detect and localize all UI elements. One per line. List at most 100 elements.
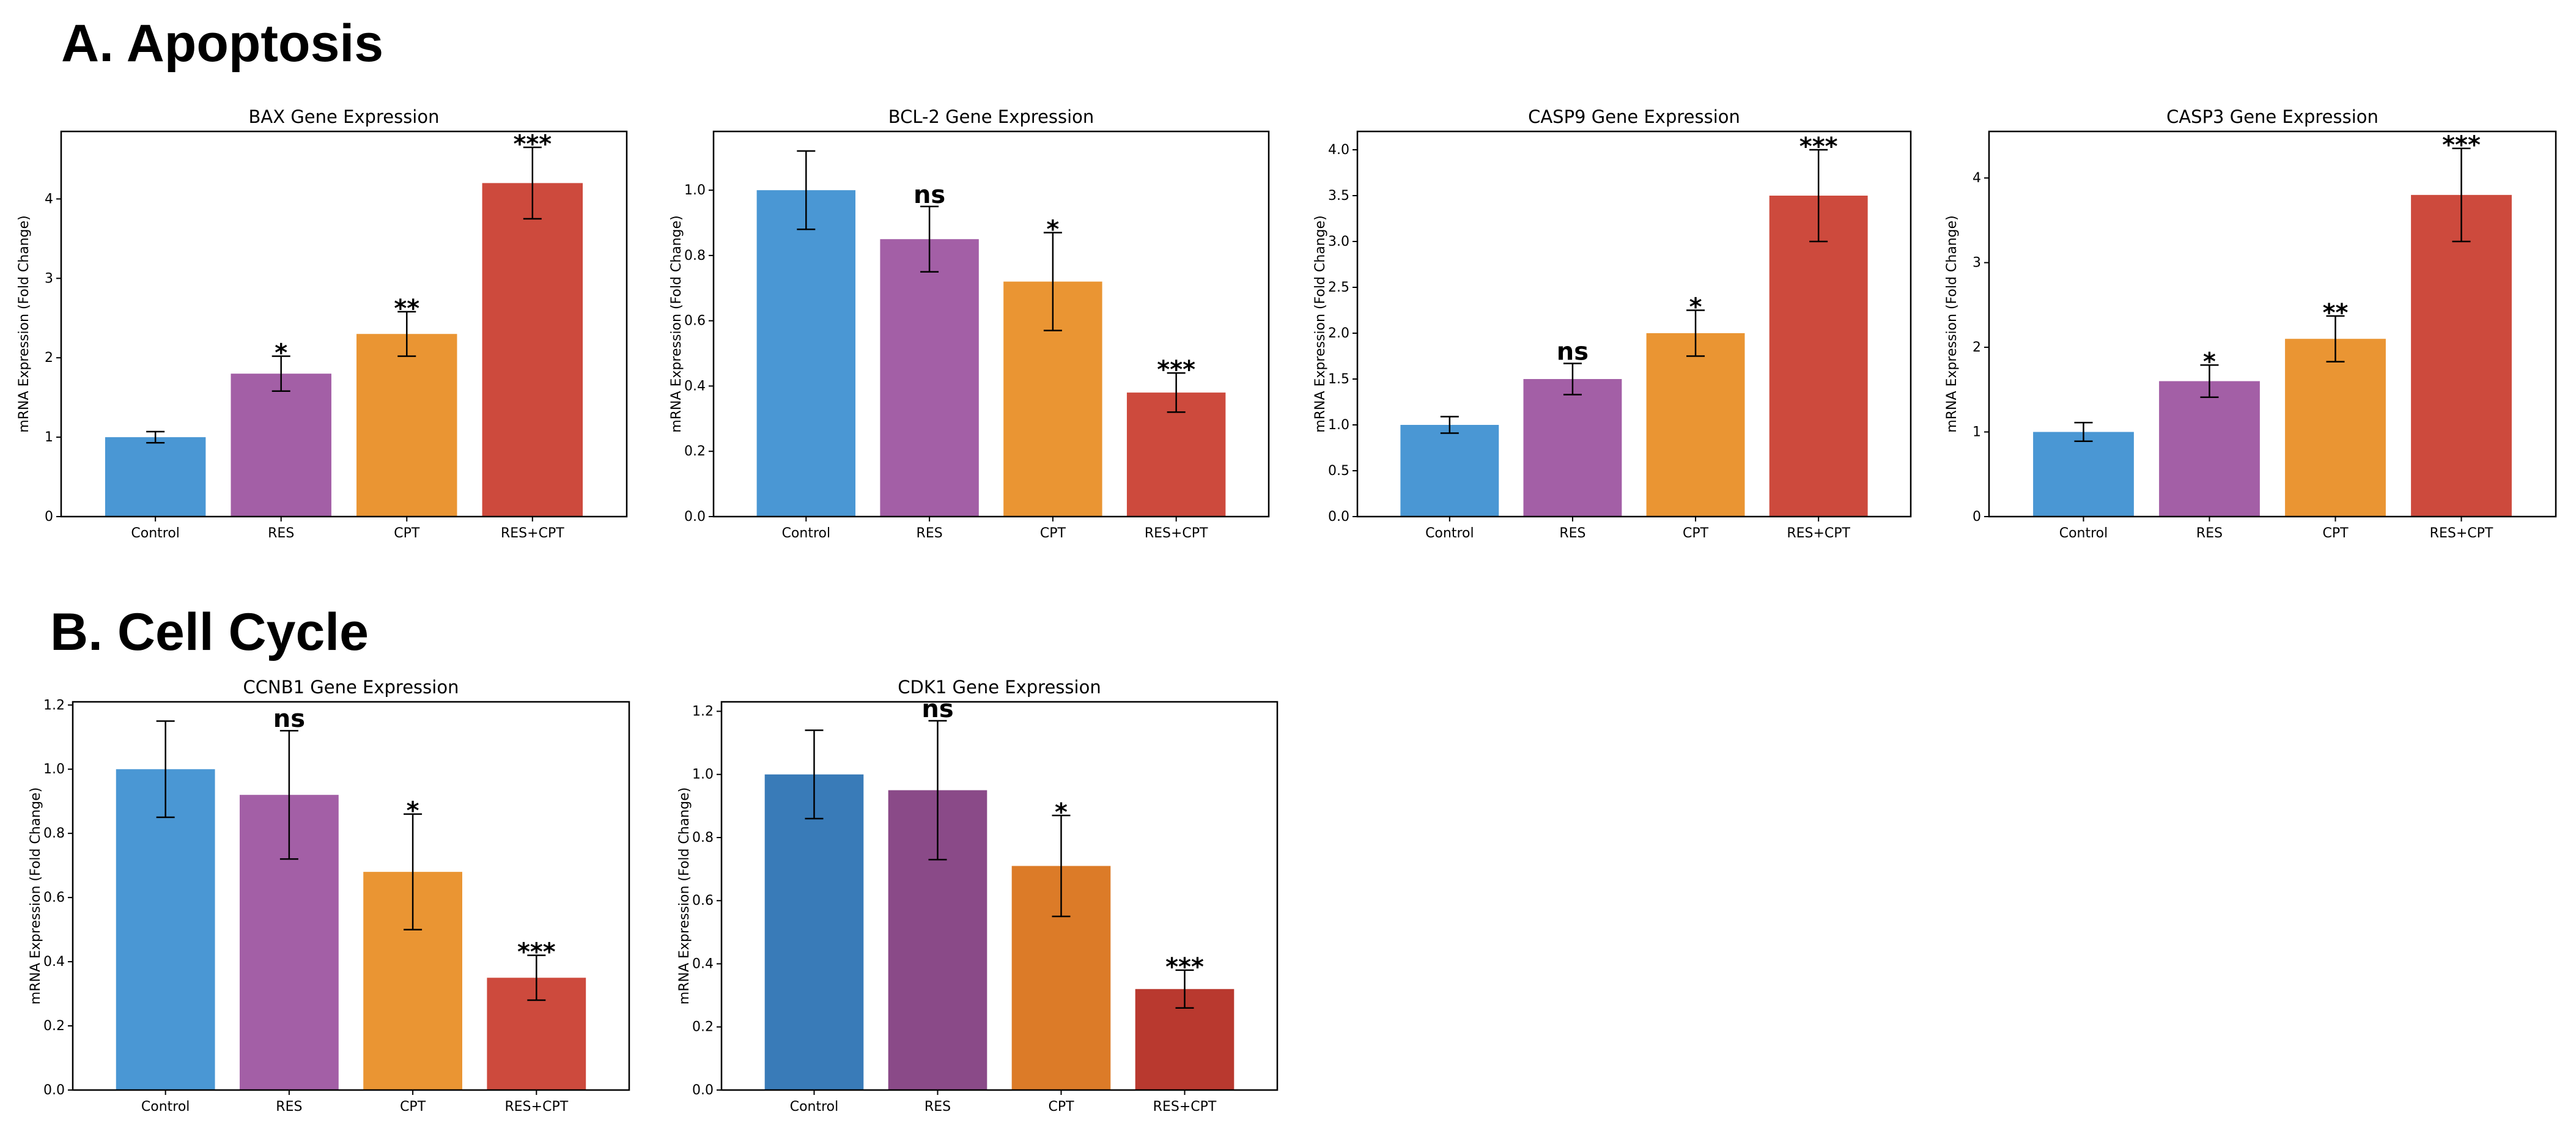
x-tick-label: CPT bbox=[1040, 526, 1066, 541]
y-axis-label: mRNA Expression (Fold Change) bbox=[677, 787, 692, 1004]
y-tick-label: 1 bbox=[1973, 425, 1981, 440]
bar-control bbox=[756, 190, 856, 517]
y-tick-label: 4 bbox=[1973, 171, 1981, 186]
y-tick-label: 0.0 bbox=[43, 1083, 65, 1098]
significance-label: ns bbox=[921, 695, 953, 723]
y-tick-label: 3.5 bbox=[1328, 188, 1349, 204]
x-tick-label: RES bbox=[276, 1099, 302, 1114]
y-tick-label: 0.8 bbox=[692, 830, 714, 845]
y-tick-label: 1.2 bbox=[692, 704, 714, 719]
chart-title: CASP3 Gene Expression bbox=[2166, 106, 2379, 127]
x-tick-label: CPT bbox=[1683, 526, 1709, 541]
plot-frame bbox=[712, 130, 1270, 518]
y-axis-label: mRNA Expression (Fold Change) bbox=[1944, 215, 1960, 432]
significance-label: ** bbox=[394, 295, 419, 323]
significance-label: *** bbox=[513, 130, 552, 158]
y-tick-label: 0 bbox=[1973, 509, 1981, 525]
x-tick-label: Control bbox=[1425, 526, 1474, 541]
bar-control bbox=[764, 774, 864, 1090]
bar-res bbox=[880, 239, 979, 517]
x-tick-label: CPT bbox=[1048, 1099, 1074, 1114]
bar-res-cpt bbox=[2411, 194, 2512, 517]
y-tick-label: 0.5 bbox=[1328, 463, 1349, 479]
chart-title: BCL-2 Gene Expression bbox=[888, 106, 1094, 127]
significance-label: ** bbox=[2323, 299, 2349, 327]
bar-cpt bbox=[356, 334, 457, 517]
significance-label: *** bbox=[1799, 133, 1838, 161]
plot-frame bbox=[1988, 130, 2557, 518]
y-tick-label: 0.4 bbox=[684, 378, 706, 394]
significance-label: ns bbox=[1557, 338, 1589, 366]
chart-ccnb1: CCNB1 Gene Expression mRNA Expression (Fo… bbox=[28, 677, 630, 1114]
y-tick-label: 0.2 bbox=[684, 444, 706, 459]
bar-res bbox=[231, 374, 331, 517]
bar-res-cpt bbox=[1769, 196, 1868, 517]
bar-res bbox=[1523, 379, 1622, 517]
x-tick-label: RES bbox=[924, 1099, 951, 1114]
y-tick-label: 1.0 bbox=[684, 183, 706, 198]
y-tick-label: 0.2 bbox=[43, 1019, 65, 1034]
significance-label: * bbox=[1689, 293, 1702, 322]
chart-bax: BAX Gene Expression mRNA Expression (Fold… bbox=[17, 106, 628, 541]
y-tick-label: 2 bbox=[1973, 340, 1981, 355]
significance-label: *** bbox=[517, 938, 556, 967]
y-tick-label: 0.8 bbox=[684, 248, 706, 263]
plot-frame bbox=[60, 130, 628, 518]
bar-cpt bbox=[2285, 339, 2386, 517]
y-tick-label: 0.4 bbox=[692, 956, 714, 971]
x-tick-label: RES bbox=[268, 526, 294, 541]
chart-title: CASP9 Gene Expression bbox=[1528, 106, 1740, 127]
plot-frame bbox=[1356, 130, 1912, 518]
y-tick-label: 0 bbox=[45, 509, 53, 525]
x-tick-label: RES bbox=[917, 526, 943, 541]
bar-control bbox=[1400, 425, 1499, 517]
bar-control bbox=[105, 437, 206, 517]
significance-label: ns bbox=[273, 705, 305, 733]
significance-label: *** bbox=[1157, 356, 1195, 384]
x-tick-label: Control bbox=[790, 1099, 839, 1114]
y-tick-label: 1.0 bbox=[43, 762, 65, 777]
x-tick-label: Control bbox=[2059, 526, 2108, 541]
chart-title: CCNB1 Gene Expression bbox=[243, 677, 459, 698]
significance-label: * bbox=[1046, 216, 1059, 244]
y-axis-label: mRNA Expression (Fold Change) bbox=[28, 787, 43, 1004]
y-tick-label: 0.0 bbox=[684, 509, 706, 525]
bar-res bbox=[2159, 381, 2260, 517]
bar-control bbox=[116, 769, 215, 1090]
x-tick-label: RES bbox=[2196, 526, 2223, 541]
y-tick-label: 1.0 bbox=[1328, 418, 1349, 433]
x-tick-label: RES+CPT bbox=[1787, 526, 1850, 541]
y-tick-label: 0.0 bbox=[1328, 509, 1349, 525]
significance-label: *** bbox=[2442, 131, 2481, 160]
section-title-apoptosis: A. Apoptosis bbox=[61, 14, 384, 73]
y-tick-label: 4 bbox=[45, 191, 53, 207]
x-tick-label: Control bbox=[141, 1099, 190, 1114]
y-tick-label: 0.6 bbox=[692, 893, 714, 908]
y-tick-label: 0.4 bbox=[43, 954, 65, 970]
y-tick-label: 0.6 bbox=[684, 314, 706, 329]
y-tick-label: 1 bbox=[45, 430, 53, 445]
bar-res-cpt bbox=[482, 183, 583, 517]
x-tick-label: RES+CPT bbox=[1153, 1099, 1217, 1114]
y-tick-label: 1.0 bbox=[692, 767, 714, 783]
y-tick-label: 2.0 bbox=[1328, 326, 1349, 341]
y-tick-label: 1.5 bbox=[1328, 372, 1349, 387]
significance-label: *** bbox=[1165, 953, 1204, 981]
chart-title: BAX Gene Expression bbox=[249, 106, 440, 127]
bar-control bbox=[2033, 432, 2134, 517]
y-axis-label: mRNA Expression (Fold Change) bbox=[669, 215, 684, 432]
y-axis-label: mRNA Expression (Fold Change) bbox=[1313, 215, 1328, 432]
y-tick-label: 4.0 bbox=[1328, 142, 1349, 158]
significance-label: * bbox=[275, 339, 287, 367]
chart-title: CDK1 Gene Expression bbox=[898, 677, 1101, 698]
y-tick-label: 3.0 bbox=[1328, 234, 1349, 249]
bar-res-cpt bbox=[1126, 392, 1226, 517]
x-tick-label: RES+CPT bbox=[1145, 526, 1208, 541]
section-title-cell-cycle: B. Cell Cycle bbox=[50, 603, 369, 661]
chart-bcl2: BCL-2 Gene Expression mRNA Expression (Fo… bbox=[669, 106, 1270, 541]
x-tick-label: Control bbox=[782, 526, 831, 541]
x-tick-label: RES+CPT bbox=[501, 526, 564, 541]
x-tick-label: CPT bbox=[400, 1099, 426, 1114]
significance-label: * bbox=[2203, 348, 2216, 376]
x-tick-label: RES bbox=[1559, 526, 1585, 541]
